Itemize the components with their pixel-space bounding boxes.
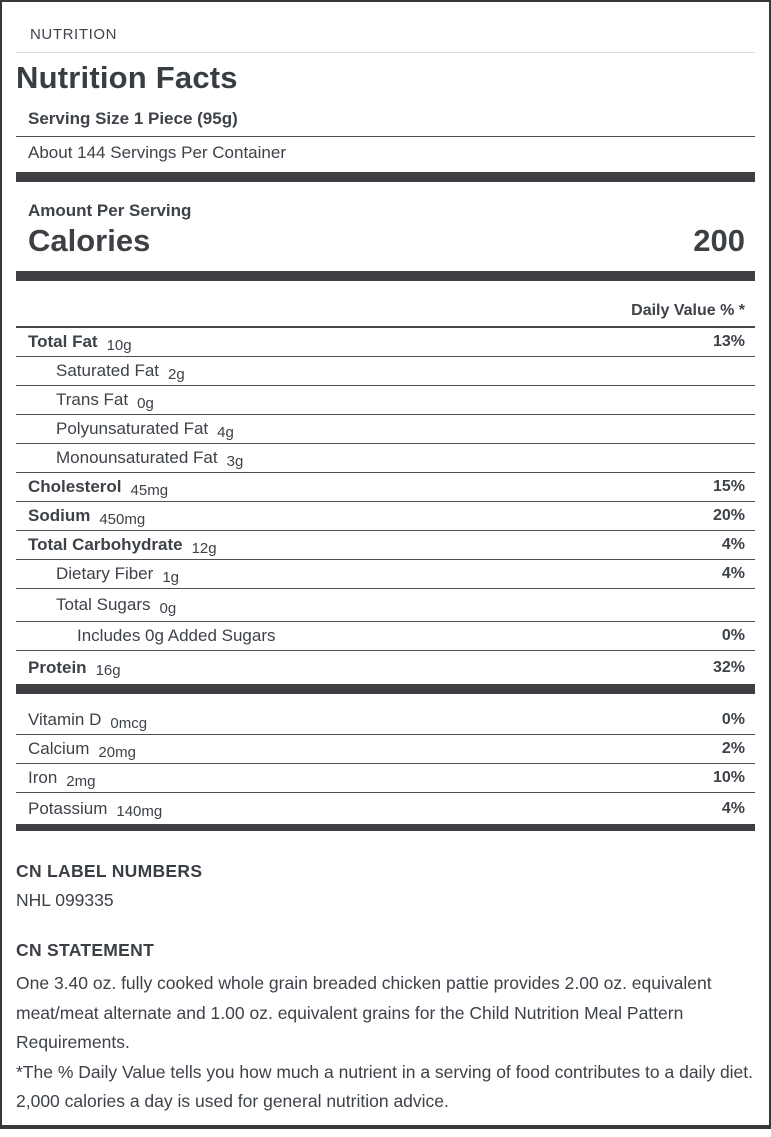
nutrient-label: Polyunsaturated Fat (56, 419, 209, 438)
nutrient-amount: 3g (226, 452, 244, 470)
nutrient-amount: 450mg (99, 510, 146, 528)
amount-per-serving-label: Amount Per Serving (28, 201, 192, 220)
divider-bar (16, 172, 755, 182)
nutrient-amount: 2mg (66, 772, 96, 790)
section-eyebrow: NUTRITION (30, 26, 118, 43)
nutrient-amount: 1g (162, 568, 179, 586)
nutrient-label: Sodium (28, 506, 91, 525)
nutrient-daily-value: 4% (721, 565, 745, 582)
nutrient-amount: 0mcg (110, 714, 148, 732)
nutrient-row: Total Sugars 0g (16, 589, 755, 622)
divider-bar (16, 684, 755, 694)
nutrient-label: Trans Fat (56, 390, 129, 409)
nutrient-label: Total Carbohydrate (28, 535, 183, 554)
calories-row: Calories 200 (28, 223, 745, 259)
nutrient-label: Monounsaturated Fat (56, 448, 218, 467)
nutrient-label: Vitamin D (28, 710, 102, 729)
nutrient-amount: 20mg (98, 743, 136, 761)
nutrient-row: Protein 16g 32% (16, 651, 755, 684)
page-title: Nutrition Facts (16, 60, 238, 95)
cn-statement-text: One 3.40 oz. fully cooked whole grain br… (16, 973, 712, 1052)
nutrient-daily-value: 20% (712, 507, 745, 524)
cn-label-numbers-heading: CN LABEL NUMBERS (16, 861, 203, 881)
vitamin-row: Calcium 20mg 2% (16, 735, 755, 764)
nutrient-row: Total Carbohydrate 12g 4% (16, 531, 755, 560)
nutrient-daily-value: 13% (712, 333, 745, 350)
nutrient-amount: 45mg (130, 481, 169, 499)
nutrient-label: Total Fat (28, 332, 98, 351)
nutrient-label: Potassium (28, 798, 108, 818)
vitamin-table: Vitamin D 0mcg 0% Calcium 20mg 2% Iron 2mg 10% Po… (16, 706, 755, 824)
nutrient-daily-value: 10% (712, 769, 745, 786)
nutrient-daily-value: 4% (721, 799, 745, 817)
daily-value-note: *The % Daily Value tells you how much a … (16, 1061, 754, 1112)
nutrient-daily-value: 4% (721, 536, 745, 553)
nutrient-label: Total Sugars (56, 595, 151, 614)
nutrient-row: Sodium 450mg 20% (16, 502, 755, 531)
nutrient-row: Trans Fat 0g (16, 386, 755, 415)
daily-value-header: Daily Value % * (16, 281, 755, 328)
divider-light (16, 52, 755, 53)
nutrient-amount: 4g (217, 423, 234, 441)
cn-statement-heading: CN STATEMENT (16, 940, 155, 960)
nutrient-row: Saturated Fat 2g (16, 357, 755, 386)
nutrient-amount: 2g (168, 365, 185, 383)
serving-size: Serving Size 1 Piece (95g) (16, 109, 755, 137)
nutrient-label: Protein (28, 657, 87, 677)
nutrient-daily-value: 15% (712, 478, 745, 495)
servings-per-container: About 144 Servings Per Container (28, 143, 286, 162)
vitamin-row: Vitamin D 0mcg 0% (16, 706, 755, 735)
nutrient-amount: 140mg (116, 803, 163, 820)
calories-value: 200 (693, 223, 745, 258)
nutrient-row: Dietary Fiber 1g 4% (16, 560, 755, 589)
divider-bar (16, 271, 755, 281)
nutrient-daily-value: 32% (712, 658, 745, 676)
nutrient-amount: 16g (95, 662, 121, 679)
vitamin-row: Iron 2mg 10% (16, 764, 755, 793)
cn-label-numbers-value: NHL 099335 (16, 890, 114, 910)
nutrient-row: Cholesterol 45mg 15% (16, 473, 755, 502)
nutrient-amount: 0g (137, 394, 154, 412)
nutrient-daily-value: 0% (721, 627, 745, 644)
divider-bar (16, 824, 755, 831)
nutrient-row: Includes 0g Added Sugars 0% (16, 622, 755, 651)
nutrient-table: Total Fat 10g 13% Saturated Fat 2g Trans Fat 0… (16, 328, 755, 684)
nutrient-label: Saturated Fat (56, 361, 160, 380)
nutrient-label: Dietary Fiber (56, 564, 154, 583)
calories-label: Calories (28, 223, 151, 258)
nutrient-daily-value: 0% (721, 711, 745, 728)
nutrient-amount: 0g (159, 599, 177, 617)
nutrient-amount: 12g (191, 539, 217, 557)
vitamin-row: Potassium 140mg 4% (16, 793, 755, 824)
nutrient-label: Iron (28, 768, 58, 787)
nutrient-row: Monounsaturated Fat 3g (16, 444, 755, 473)
nutrient-daily-value: 2% (721, 740, 745, 757)
nutrient-label: Cholesterol (28, 477, 122, 496)
nutrient-label: Includes 0g Added Sugars (77, 626, 276, 645)
nutrient-row: Total Fat 10g 13% (16, 328, 755, 357)
nutrient-amount: 10g (106, 336, 132, 354)
nutrient-label: Calcium (28, 739, 90, 758)
nutrient-row: Polyunsaturated Fat 4g (16, 415, 755, 444)
